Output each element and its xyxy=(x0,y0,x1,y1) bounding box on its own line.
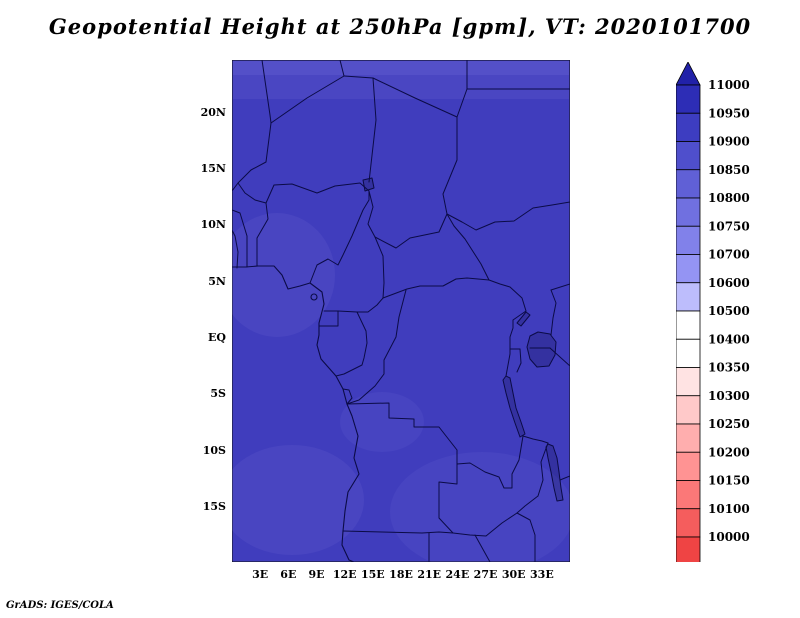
colorbar-tick-label: 10350 xyxy=(708,361,750,375)
colorbar-segment xyxy=(676,85,700,113)
lon-tick-label: 18E xyxy=(389,568,413,581)
lat-tick-label: 10N xyxy=(186,218,226,231)
lon-tick-label: 30E xyxy=(502,568,526,581)
colorbar-tick-label: 10700 xyxy=(708,248,750,262)
lon-tick-label: 3E xyxy=(252,568,268,581)
lon-tick-label: 21E xyxy=(417,568,441,581)
colorbar-tick-label: 10500 xyxy=(708,304,750,318)
colorbar-segment xyxy=(676,509,700,537)
grads-plot-window: Geopotential Height at 250hPa [gpm], VT:… xyxy=(0,0,800,618)
colorbar-segment xyxy=(676,142,700,170)
lon-tick-label: 24E xyxy=(446,568,470,581)
colorbar-segment xyxy=(676,226,700,254)
lon-tick-label: 33E xyxy=(530,568,554,581)
colorbar-segment xyxy=(676,113,700,141)
colorbar-tick-label: 10850 xyxy=(708,163,750,177)
map-panel xyxy=(232,60,570,562)
colorbar-tick-label: 10000 xyxy=(708,530,750,544)
lat-tick-label: 20N xyxy=(186,106,226,119)
colorbar-segment xyxy=(676,424,700,452)
colorbar-segment xyxy=(676,339,700,367)
colorbar-segment xyxy=(676,452,700,480)
colorbar-tick-label: 10900 xyxy=(708,135,750,149)
colorbar-arrow-up-icon xyxy=(676,62,700,85)
lon-tick-label: 9E xyxy=(308,568,324,581)
colorbar-segment xyxy=(676,311,700,339)
colorbar-tick-label: 10400 xyxy=(708,332,750,346)
colorbar-segment xyxy=(676,368,700,396)
lat-tick-label: 5S xyxy=(186,387,226,400)
colorbar-tick-label: 10100 xyxy=(708,502,750,516)
lat-tick-label: 15N xyxy=(186,162,226,175)
lake-chad xyxy=(363,178,374,191)
colorbar-segment xyxy=(676,481,700,509)
lat-tick-label: 10S xyxy=(186,444,226,457)
colorbar-tick-label: 10600 xyxy=(708,276,750,290)
colorbar-tick-label: 10800 xyxy=(708,191,750,205)
colorbar-segment xyxy=(676,283,700,311)
colorbar-tick-label: 10150 xyxy=(708,474,750,488)
lon-tick-label: 6E xyxy=(280,568,296,581)
colorbar-svg: 11000 10950 10900 10850 10800 10750 10700 10600… xyxy=(676,62,800,562)
colorbar-tick-label: 11000 xyxy=(708,78,750,92)
lon-tick-label: 15E xyxy=(361,568,385,581)
colorbar-segment xyxy=(676,255,700,283)
colorbar-tick-label: 10750 xyxy=(708,219,750,233)
colorbar-segment xyxy=(676,170,700,198)
lon-tick-label: 27E xyxy=(474,568,498,581)
colorbar-segment xyxy=(676,537,700,562)
grads-credit: GrADS: IGES/COLA xyxy=(6,600,114,611)
colorbar: 11000 10950 10900 10850 10800 10750 10700 10600… xyxy=(676,62,800,562)
colorbar-tick-label: 10250 xyxy=(708,417,750,431)
lat-tick-label: EQ xyxy=(186,331,226,344)
colorbar-tick-label: 10200 xyxy=(708,445,750,459)
colorbar-tick-label: 10950 xyxy=(708,106,750,120)
colorbar-segment xyxy=(676,396,700,424)
lon-tick-label: 12E xyxy=(333,568,357,581)
colorbar-tick-label: 10300 xyxy=(708,389,750,403)
lat-tick-label: 5N xyxy=(186,275,226,288)
lat-tick-label: 15S xyxy=(186,500,226,513)
map-canvas xyxy=(232,60,570,562)
colorbar-segment xyxy=(676,198,700,226)
plot-title: Geopotential Height at 250hPa [gpm], VT:… xyxy=(0,14,800,39)
